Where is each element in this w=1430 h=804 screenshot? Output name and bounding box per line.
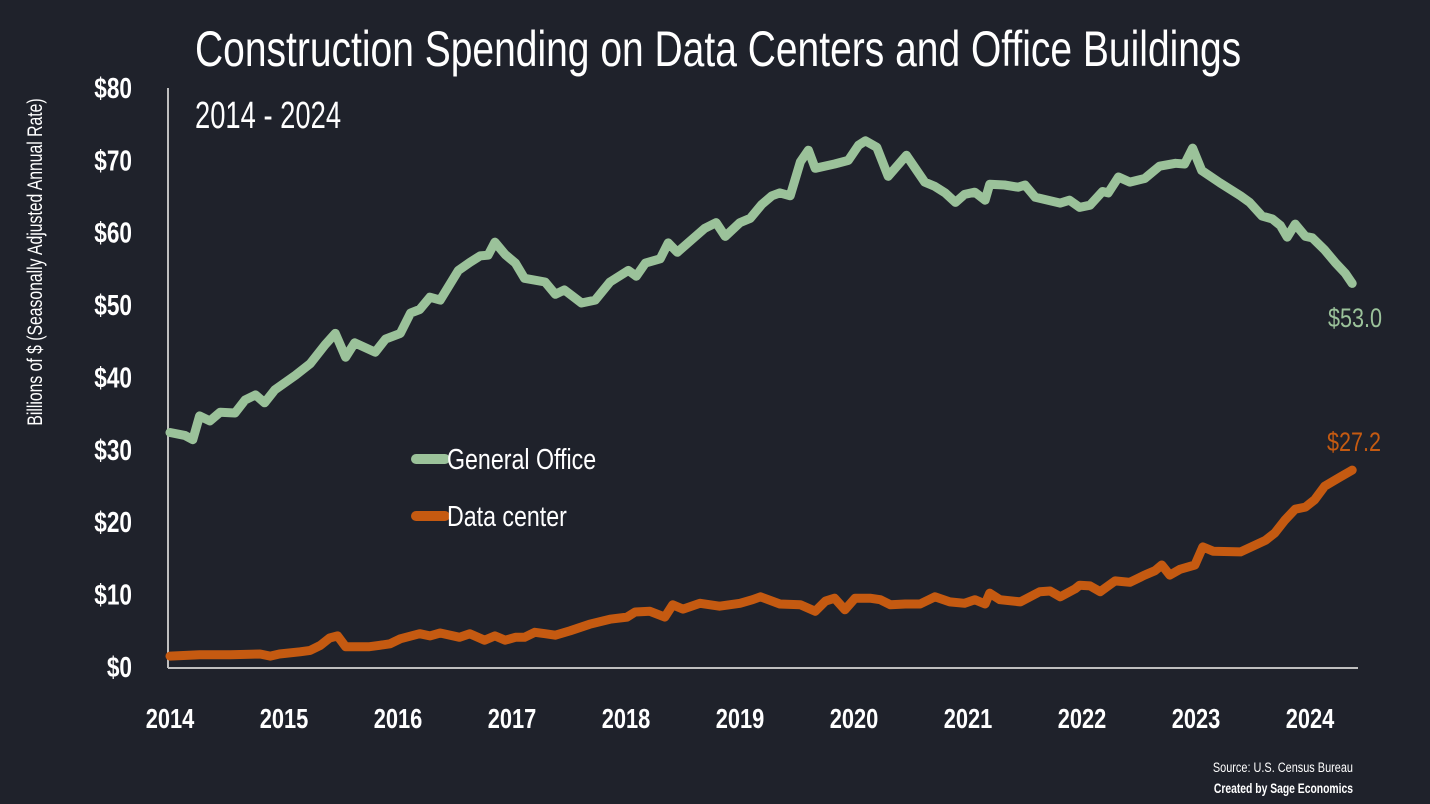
end-label-data-center: $27.2 [1327, 428, 1381, 458]
y-axis-label: Billions of $ (Seasonally Adjusted Annua… [23, 98, 47, 425]
series-line-general-office [165, 136, 1357, 445]
x-tick-label: 2023 [1172, 703, 1221, 734]
y-tick-label: $10 [94, 578, 132, 611]
source-note: Source: U.S. Census Bureau [1213, 760, 1353, 776]
y-tick-label: $80 [94, 71, 132, 104]
chart-subtitle: 2014 - 2024 [195, 95, 341, 137]
series-line-data-center [165, 465, 1357, 661]
x-tick-label: 2020 [830, 703, 879, 734]
credit-note: Created by Sage Economics [1214, 780, 1353, 796]
x-tick-label: 2021 [944, 703, 993, 734]
x-tick-label: 2016 [374, 703, 423, 734]
y-tick-label: $20 [94, 505, 132, 538]
y-tick-label: $40 [94, 361, 132, 394]
x-tick-label: 2014 [146, 703, 195, 734]
x-tick-label: 2022 [1058, 703, 1107, 734]
y-tick-label: $0 [107, 650, 132, 683]
legend-label-general-office: General Office [447, 442, 596, 475]
x-tick-label: 2015 [260, 703, 309, 734]
end-label-general-office: $53.0 [1328, 304, 1382, 334]
x-tick-label: 2024 [1286, 703, 1335, 734]
y-tick-label: $50 [94, 288, 132, 321]
x-tick-label: 2018 [602, 703, 651, 734]
y-tick-label: $60 [94, 216, 132, 249]
y-tick-label: $70 [94, 144, 132, 177]
legend-label-data-center: Data center [447, 499, 567, 532]
y-tick-label: $30 [94, 433, 132, 466]
x-tick-label: 2019 [716, 703, 765, 734]
x-tick-label: 2017 [488, 703, 537, 734]
legend: General Office Data center [411, 442, 596, 533]
chart-title: Construction Spending on Data Centers an… [195, 20, 1241, 77]
